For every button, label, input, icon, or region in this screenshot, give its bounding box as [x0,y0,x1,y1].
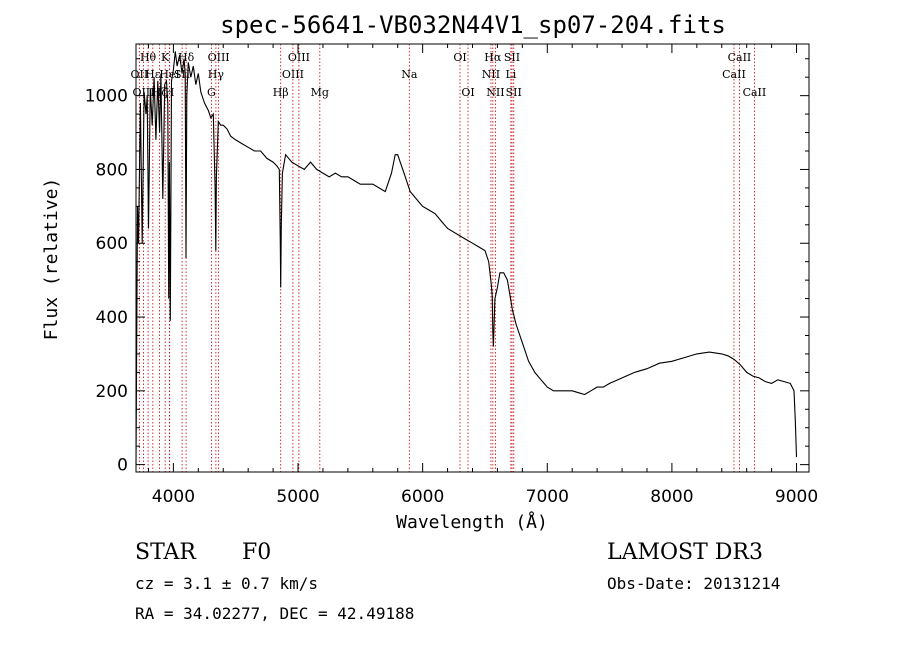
spectral-line-label: SII [504,51,520,64]
object-type: STAR [135,540,196,565]
y-tick-label: 800 [96,160,128,180]
x-axis-ticks: 4000 5000 6000 7000 8000 9000 [147,44,818,507]
y-tick-label: 400 [96,308,128,328]
spectral-line-label: Hγ [208,68,225,81]
spectral-line-label: OIII [208,51,230,64]
spectral-line-label: CaII [722,68,746,81]
x-tick-label: 6000 [401,487,444,507]
spectral-line-label: CaII [728,51,752,64]
redshift-cz: cz = 3.1 ± 0.7 km/s [135,574,319,593]
spectral-line-label: OI [453,51,466,64]
spectral-line-label: Hδ [178,51,195,64]
plot-frame [135,43,810,473]
spectral-line-label: OII [131,68,149,81]
x-tick-label: 7000 [526,487,569,507]
spectral-line-label: OI [461,86,474,99]
x-tick-label: 4000 [152,487,195,507]
spectral-line-label: NII [482,68,500,81]
chart-title: spec-56641-VB032N44V1_sp07-204.fits [220,11,726,39]
spectral-line-label: Mg [311,86,329,99]
spectral-line-label: NII [486,86,504,99]
y-axis-label: Flux (relative) [41,178,62,341]
spectral-line-label: G [207,86,216,99]
spectral-line-label: SII [506,86,522,99]
coordinates: RA = 34.02277, DEC = 42.49188 [135,604,415,623]
spectral-line-label: HeI [159,68,179,81]
x-tick-label: 5000 [276,487,319,507]
y-tick-label: 600 [96,234,128,254]
object-subclass: F0 [242,540,272,565]
x-tick-label: 8000 [650,487,693,507]
survey-name: LAMOST DR3 [607,540,763,565]
spectral-line-label: Na [401,68,418,81]
spectral-line-label: H [165,86,175,99]
spectral-line-label: OIII [288,51,310,64]
spectral-line-label: K [161,51,170,64]
y-tick-label: 1000 [85,87,128,107]
spectral-line-label: Hα [484,51,502,64]
y-tick-label: 200 [96,382,128,402]
spectral-line-label: SII [174,68,190,81]
observation-date: Obs-Date: 20131214 [607,574,781,593]
x-tick-label: 9000 [775,487,818,507]
flux-series-line [135,51,798,465]
y-tick-label: 0 [117,456,128,476]
x-axis-label: Wavelength (Å) [396,511,548,533]
spectral-line-label: Hβ [273,86,289,99]
spectral-line-label: CaII [743,86,767,99]
spectral-line-labels: HθOIIOIIIHεHζKHHeIHδSIIOIIIHγGOIIIOIIIHβ… [131,51,767,99]
spectral-line-label: OIII [282,68,304,81]
spectral-line-label: Hε [145,68,161,81]
y-axis-ticks: 0 200 400 600 800 1000 [85,58,809,476]
spectral-line-label: Hζ [152,86,168,99]
spectral-line-label: Li [505,68,516,81]
spectral-line-label: Hθ [140,51,157,64]
spectral-line-markers [138,44,755,472]
